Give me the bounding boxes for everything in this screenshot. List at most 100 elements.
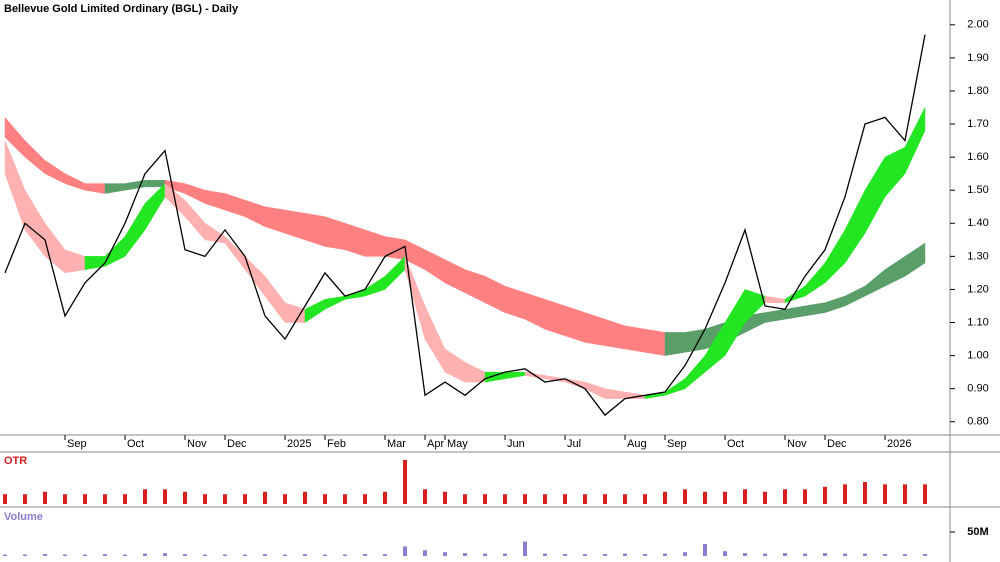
bar — [543, 553, 547, 556]
ribbon-segment — [424, 305, 446, 374]
bar — [283, 494, 287, 504]
y-tick-label: 1.40 — [967, 217, 988, 229]
bar — [503, 494, 507, 504]
bar — [623, 553, 627, 556]
y-tick-label: 1.00 — [967, 350, 988, 362]
bar — [603, 494, 607, 504]
bar — [463, 553, 467, 556]
x-tick-label: Nov — [187, 438, 207, 450]
bar — [283, 554, 287, 556]
bar — [263, 491, 267, 504]
bar — [663, 553, 667, 556]
bar — [583, 554, 587, 556]
ribbon-segment — [604, 388, 626, 399]
ribbon-segment — [424, 249, 446, 284]
bar — [363, 494, 367, 504]
panel-title: Volume — [4, 511, 43, 523]
bar — [583, 494, 587, 504]
ribbon-segment — [524, 292, 546, 330]
bar — [423, 550, 427, 556]
x-tick-label: Oct — [127, 438, 144, 450]
bar — [643, 554, 647, 556]
ribbon-segment — [324, 295, 346, 310]
ribbon-segment — [104, 235, 126, 267]
bar — [843, 553, 847, 556]
ribbon-segment — [284, 209, 306, 241]
ribbon-segment — [364, 229, 386, 257]
price-line — [4, 34, 926, 417]
bar — [143, 553, 147, 556]
ribbon-segment — [104, 183, 126, 194]
bar — [443, 552, 447, 556]
y-tick-label: 1.30 — [967, 250, 988, 262]
bar — [683, 489, 687, 504]
x-tick-label: Dec — [227, 438, 247, 450]
bar — [823, 486, 827, 504]
ribbon-segment — [64, 173, 86, 191]
bar — [523, 541, 527, 556]
bar — [203, 554, 207, 556]
bar — [43, 554, 47, 556]
ribbon-segment — [884, 146, 906, 198]
bar — [883, 484, 887, 504]
ribbon-segment — [644, 328, 666, 356]
bar — [163, 553, 167, 556]
ribbon-segment — [144, 182, 166, 231]
ribbon-segment — [804, 262, 826, 297]
ribbon-segment — [764, 309, 786, 323]
ribbon-segment — [264, 275, 286, 324]
x-tick-label: Sep — [667, 438, 687, 450]
ribbon-segment — [584, 381, 606, 400]
ribbon-segment — [764, 295, 786, 303]
bar — [903, 554, 907, 556]
y-tick-label: 0.90 — [967, 383, 988, 395]
bar — [643, 494, 647, 504]
bar — [263, 554, 267, 556]
bar — [663, 491, 667, 504]
ribbon-segment — [884, 255, 906, 287]
ribbon-segment — [64, 249, 86, 274]
ribbon-segment — [24, 139, 46, 175]
bar — [203, 494, 207, 504]
bar — [883, 554, 887, 556]
bar — [823, 553, 827, 556]
y-tick-label: 1.20 — [967, 283, 988, 295]
bar — [863, 481, 867, 504]
x-tick-label: May — [447, 438, 468, 450]
bar — [223, 494, 227, 504]
bar — [383, 491, 387, 504]
ribbon-segment — [444, 348, 466, 383]
y-tick-label: 2.00 — [967, 19, 988, 31]
ribbon-segment — [284, 302, 306, 323]
bar — [303, 491, 307, 504]
bar — [703, 491, 707, 504]
ribbon-segment — [904, 242, 926, 277]
ribbon-segment — [584, 312, 606, 346]
bar — [383, 554, 387, 556]
ribbon-segment — [44, 159, 66, 184]
bar — [543, 494, 547, 504]
ribbon-segment — [204, 189, 226, 211]
y-tick-label: 1.10 — [967, 316, 988, 328]
bar — [783, 489, 787, 504]
ribbon-segment — [304, 298, 326, 323]
bar — [23, 554, 27, 556]
bar — [783, 553, 787, 556]
bar — [343, 554, 347, 556]
ribbon-segment — [564, 305, 586, 343]
bar — [723, 551, 727, 556]
ribbon-segment — [724, 288, 746, 357]
bar — [3, 554, 7, 556]
ribbon-segment — [24, 189, 46, 258]
bar — [343, 494, 347, 504]
x-tick-label: Jul — [567, 438, 581, 450]
ribbon-segment — [264, 206, 286, 234]
ribbon-segment — [604, 318, 626, 350]
bar — [843, 484, 847, 504]
ribbon-segment — [244, 255, 266, 297]
bar — [623, 494, 627, 504]
ribbon-segment — [844, 285, 866, 307]
x-tick-label: Dec — [827, 438, 847, 450]
ribbon-segment — [684, 328, 706, 353]
